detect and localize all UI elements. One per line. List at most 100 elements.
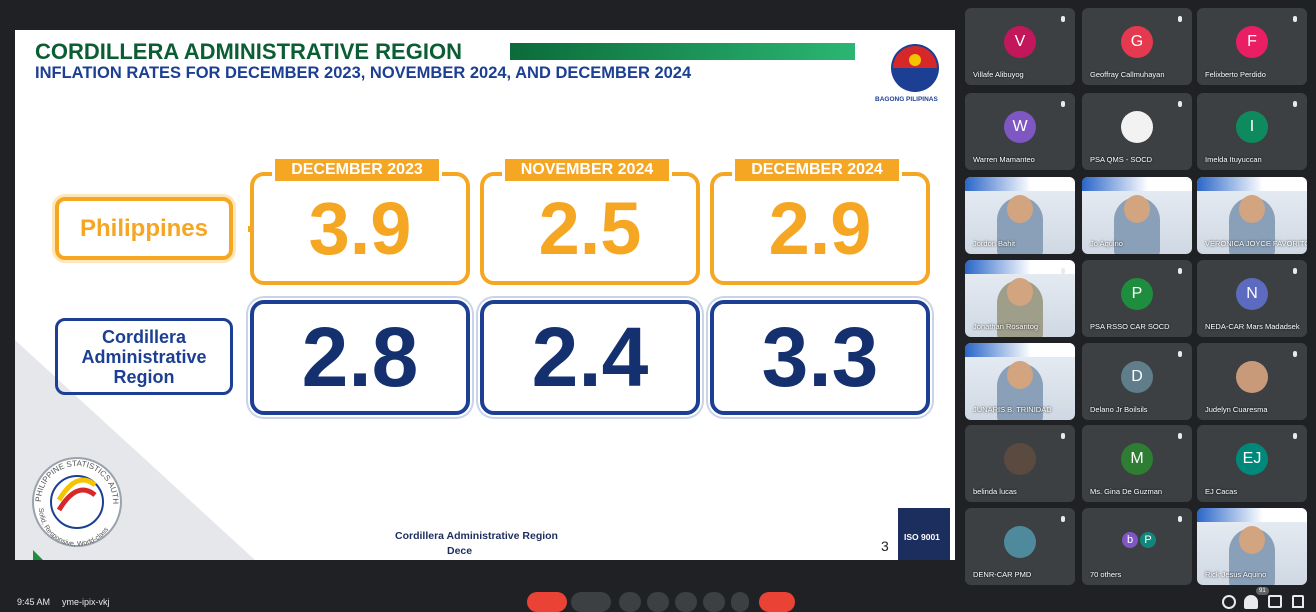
slide-subtitle: INFLATION RATES FOR DECEMBER 2023, NOVEM… <box>35 64 691 83</box>
mic-off-icon <box>1293 433 1297 439</box>
avatar-photo <box>1121 111 1153 143</box>
participant-name: Delano Jr Boilsils <box>1090 405 1148 414</box>
video-banner <box>1197 508 1307 522</box>
page-number: 3 <box>881 538 889 554</box>
participant-name: Warren Mamanteo <box>973 155 1035 164</box>
video-head <box>1007 195 1033 223</box>
meet-screen: {"slide":{"title":"CORDILLERA ADMINISTRA… <box>0 0 1316 611</box>
participant-name: PSA QMS - SOCD <box>1090 155 1152 164</box>
avatar: F <box>1236 26 1268 58</box>
row-label: Cordillera Administrative Region <box>55 318 233 395</box>
title-bar <box>510 43 855 60</box>
participant-tile[interactable]: belinda lucas <box>965 425 1075 502</box>
video-banner <box>965 260 1075 274</box>
mic-off-icon <box>1178 351 1182 357</box>
leave-button[interactable] <box>759 592 795 612</box>
rate-value: 3.3 <box>710 300 930 415</box>
rate-value: 2.5 <box>480 172 700 285</box>
participant-name: Imelda Ituyuccan <box>1205 155 1262 164</box>
participant-tile[interactable]: N NEDA-CAR Mars Madadsek <box>1197 260 1307 337</box>
participant-name: Rick Jesus Aquino <box>1205 570 1266 579</box>
participant-name: Jordon Bahit <box>973 239 1015 248</box>
mic-off-icon <box>1293 351 1297 357</box>
participant-tile[interactable]: F Felixberto Perdido <box>1197 8 1307 85</box>
avatar: D <box>1121 361 1153 393</box>
logo-caption: BAGONG PILIPINAS <box>875 96 938 103</box>
participant-name: EJ Cacas <box>1205 487 1237 496</box>
logo <box>891 44 939 92</box>
column-header: NOVEMBER 2024 <box>502 156 672 184</box>
video-banner <box>1197 177 1307 191</box>
participant-name: Villafe Alibuyog <box>973 70 1024 79</box>
avatar-photo <box>1004 526 1036 558</box>
avatar: b <box>1120 530 1140 550</box>
mic-off-icon <box>1061 16 1065 22</box>
more-button[interactable] <box>731 592 749 612</box>
meeting-code: yme-ipix-vkj <box>62 597 110 607</box>
participant-name: Geoffray Callmuhayan <box>1090 70 1164 79</box>
emoji-button[interactable] <box>647 592 669 612</box>
captions-button[interactable] <box>619 592 641 612</box>
participant-name: Judelyn Cuaresma <box>1205 405 1268 414</box>
people-button[interactable] <box>1244 595 1258 609</box>
mic-off-icon <box>1178 516 1182 522</box>
present-button[interactable] <box>675 592 697 612</box>
chat-button[interactable] <box>1268 595 1282 608</box>
participant-name: NEDA-CAR Mars Madadsek <box>1205 322 1300 331</box>
participant-name: Jo Aquino <box>1090 239 1123 248</box>
avatar: N <box>1236 278 1268 310</box>
column-header: DECEMBER 2023 <box>272 156 442 184</box>
video-banner <box>965 177 1075 191</box>
avatar: G <box>1121 26 1153 58</box>
participant-tile[interactable]: PSA QMS - SOCD <box>1082 93 1192 170</box>
activities-button[interactable] <box>1292 595 1304 608</box>
iso-text: ISO 9001 <box>904 532 940 542</box>
column-header: DECEMBER 2024 <box>732 156 902 184</box>
mic-off-icon <box>1293 16 1297 22</box>
participant-name: Jonathan Rosantog <box>973 322 1038 331</box>
mic-off-icon <box>1061 101 1065 107</box>
camera-button[interactable] <box>571 592 611 612</box>
participant-tile[interactable]: JUNARIS B. TRINIDAD <box>965 343 1075 420</box>
avatar: P <box>1121 278 1153 310</box>
rate-value: 2.9 <box>710 172 930 285</box>
participant-tile[interactable]: G Geoffray Callmuhayan <box>1082 8 1192 85</box>
avatar: V <box>1004 26 1036 58</box>
participant-tile[interactable]: V Villafe Alibuyog <box>965 8 1075 85</box>
mic-button[interactable] <box>527 592 567 612</box>
participant-name: 70 others <box>1090 570 1121 579</box>
mic-off-icon <box>1178 101 1182 107</box>
avatar-photo <box>1004 443 1036 475</box>
info-button[interactable] <box>1222 595 1236 609</box>
participant-tile[interactable]: Rick Jesus Aquino <box>1197 508 1307 585</box>
raise-hand-button[interactable] <box>703 592 725 612</box>
participant-tile[interactable]: Jordon Bahit <box>965 177 1075 254</box>
participant-tile[interactable]: Jo Aquino <box>1082 177 1192 254</box>
participant-tile[interactable]: VERONICA JOYCE FAVORITO <box>1197 177 1307 254</box>
participant-tile[interactable]: Jonathan Rosantog <box>965 260 1075 337</box>
video-head <box>1007 278 1033 306</box>
controls <box>527 592 795 612</box>
participant-name: JUNARIS B. TRINIDAD <box>973 405 1052 414</box>
mic-off-icon <box>1178 268 1182 274</box>
mic-off-icon <box>1178 16 1182 22</box>
participant-count: 91 <box>1256 587 1269 595</box>
participant-tile[interactable]: Judelyn Cuaresma <box>1197 343 1307 420</box>
mic-off-icon <box>1293 268 1297 274</box>
presentation-slide: PHILIPPINE STATISTICS AUTHORITY Solid, R… <box>15 30 955 560</box>
row-label: Philippines <box>55 197 233 260</box>
participant-tile[interactable]: DENR-CAR PMD <box>965 508 1075 585</box>
participant-tile[interactable]: D Delano Jr Boilsils <box>1082 343 1192 420</box>
rate-value: 3.9 <box>250 172 470 285</box>
video-head <box>1007 361 1033 389</box>
participant-name: Felixberto Perdido <box>1205 70 1266 79</box>
participant-name: Ms. Gina De Guzman <box>1090 487 1162 496</box>
video-head <box>1239 526 1265 554</box>
participant-name: VERONICA JOYCE FAVORITO <box>1205 239 1307 248</box>
